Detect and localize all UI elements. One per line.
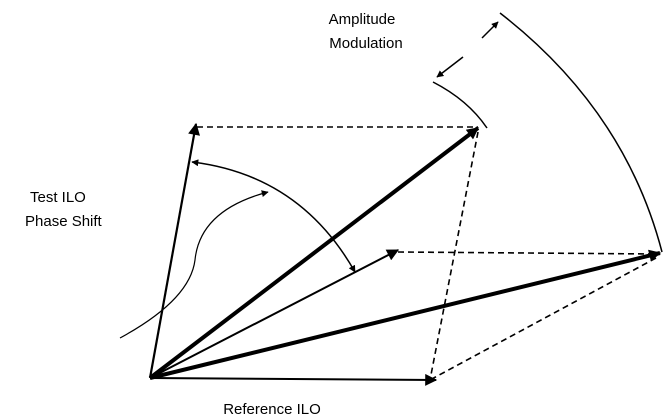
dashed-line (397, 251, 659, 255)
phase-arc (191, 159, 356, 273)
label: Phase Shift (25, 213, 103, 230)
label: Reference ILO (223, 401, 321, 418)
outer-arc (499, 12, 663, 253)
dashed-line (429, 257, 657, 381)
dashed-line (429, 131, 479, 381)
shifted-sum-vector (149, 249, 662, 380)
test-vector (148, 122, 200, 379)
inner-arc (432, 81, 488, 129)
amplitude-arrow (436, 56, 464, 78)
label: Test ILO (30, 189, 86, 206)
pointer-curve (119, 190, 269, 339)
amplitude-arrow (481, 21, 499, 39)
label: Modulation (329, 35, 402, 52)
label: Amplitude (329, 11, 396, 28)
shifted-vector (149, 249, 400, 379)
reference-vector (149, 373, 438, 386)
